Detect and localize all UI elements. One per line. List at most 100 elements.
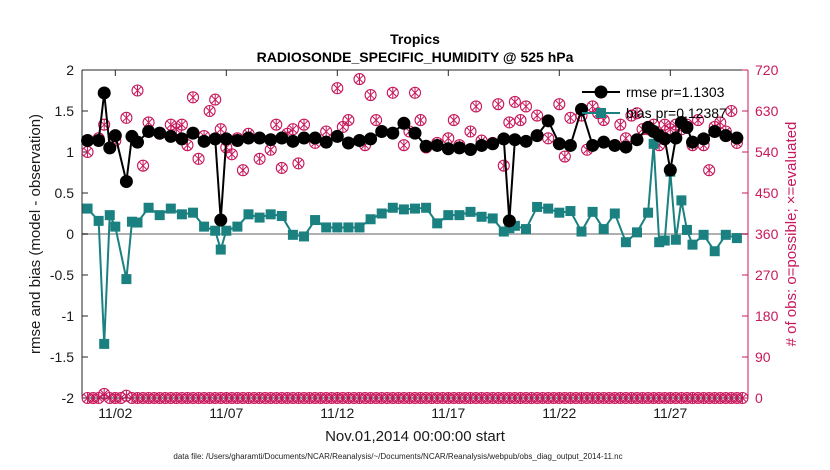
rmse-point — [175, 132, 189, 146]
legend-bias-marker — [596, 108, 606, 118]
rmse-point — [541, 114, 555, 128]
obs-possible-point — [736, 391, 749, 405]
rmse-point — [486, 137, 500, 151]
rmse-point — [242, 131, 255, 145]
bias-point — [132, 217, 143, 228]
rmse-point — [597, 135, 611, 149]
obs-evaluated-point — [519, 100, 533, 113]
bias-point — [110, 221, 121, 232]
rmse-point — [81, 134, 95, 148]
bias-point — [104, 210, 115, 221]
bias-point — [188, 207, 198, 218]
bias-point — [310, 215, 321, 226]
obs-evaluated-point — [553, 98, 566, 111]
obs-evaluated-point — [703, 164, 716, 177]
legend-rmse-label: rmse pr=1.1303 — [626, 84, 725, 100]
obs-evaluated-point — [531, 109, 544, 122]
y-axis-label: rmse and bias (model - observation) — [27, 114, 44, 354]
bias-point — [465, 206, 476, 217]
rmse-point — [686, 135, 699, 149]
bias-point — [121, 274, 132, 285]
obs-evaluated-point — [370, 114, 383, 127]
rmse-point — [530, 129, 544, 143]
bias-point — [343, 222, 354, 233]
rmse-point — [142, 125, 156, 138]
bias-point — [643, 207, 654, 218]
bias-point — [504, 223, 515, 234]
bias-point — [670, 234, 681, 245]
rmse-point — [341, 136, 355, 150]
rmse-point — [502, 214, 516, 228]
rmse-point — [730, 131, 744, 145]
rmse-point — [563, 138, 577, 152]
bias-point — [521, 224, 531, 235]
bias-point — [421, 202, 432, 213]
x-tick-label: 11/22 — [542, 405, 576, 421]
obs-evaluated-point — [691, 114, 705, 127]
bias-point — [720, 229, 731, 240]
obs-evaluated-point — [286, 123, 299, 136]
bias-point — [210, 225, 221, 236]
bias-point — [287, 229, 298, 240]
bias-point — [587, 206, 598, 217]
rmse-point — [297, 131, 311, 145]
bias-point — [154, 210, 165, 221]
rmse-point — [353, 134, 366, 148]
rmse-point — [264, 133, 278, 147]
rmse-point — [208, 132, 222, 146]
bias-point — [498, 226, 509, 237]
chart-subtitle: RADIOSONDE_SPECIFIC_HUMIDITY @ 525 hPa — [257, 49, 574, 65]
bias-point — [698, 229, 709, 240]
rmse-point — [552, 137, 566, 151]
rmse-point — [230, 134, 244, 148]
obs-evaluated-point — [214, 123, 227, 136]
y-tick-label: -1.5 — [50, 349, 74, 365]
obs-evaluated-point — [558, 150, 571, 163]
y2-tick-label: 90 — [755, 349, 771, 365]
bias-point — [676, 195, 687, 206]
rmse-point — [330, 129, 344, 143]
bias-point — [265, 209, 276, 220]
bias-point — [687, 239, 698, 250]
rmse-point — [308, 131, 322, 145]
rmse-point — [97, 86, 111, 100]
obs-evaluated-point — [120, 111, 133, 124]
rmse-point — [452, 141, 466, 155]
rmse-point — [186, 126, 200, 140]
bias-point — [321, 222, 332, 233]
bias-point — [509, 220, 520, 231]
y-tick-label: -2 — [62, 390, 75, 406]
rmse-point — [497, 132, 511, 146]
rmse-point — [219, 132, 233, 146]
bias-point — [432, 218, 443, 229]
x-axis-label: Nov.01,2014 00:00:00 start — [325, 428, 506, 445]
bias-point — [221, 225, 232, 236]
rmse-point — [519, 134, 533, 148]
y-tick-label: 2 — [66, 62, 74, 78]
rmse-point — [669, 131, 683, 145]
bias-point — [276, 210, 287, 221]
rmse-point — [131, 135, 144, 149]
rmse-point — [214, 213, 228, 227]
bias-point — [243, 209, 254, 220]
obs-evaluated-point — [270, 118, 283, 131]
bias-point — [99, 338, 110, 349]
bias-point — [532, 201, 543, 212]
bias-point — [376, 208, 387, 219]
obs-evaluated-point — [714, 116, 727, 129]
obs-evaluated-point — [408, 86, 422, 99]
obs-evaluated-point — [297, 118, 311, 131]
x-tick-label: 11/12 — [320, 405, 354, 421]
bias-point — [354, 222, 365, 233]
rmse-point — [108, 129, 122, 143]
bias-point — [476, 211, 487, 222]
legend-rmse-marker — [594, 85, 608, 99]
chart-title: Tropics — [390, 31, 440, 47]
rmse-point — [658, 132, 672, 146]
bias-point — [487, 213, 498, 224]
obs-evaluated-point — [386, 86, 399, 99]
bias-point — [565, 206, 576, 217]
obs-evaluated-point — [630, 107, 644, 120]
y2-tick-label: 720 — [755, 62, 779, 78]
